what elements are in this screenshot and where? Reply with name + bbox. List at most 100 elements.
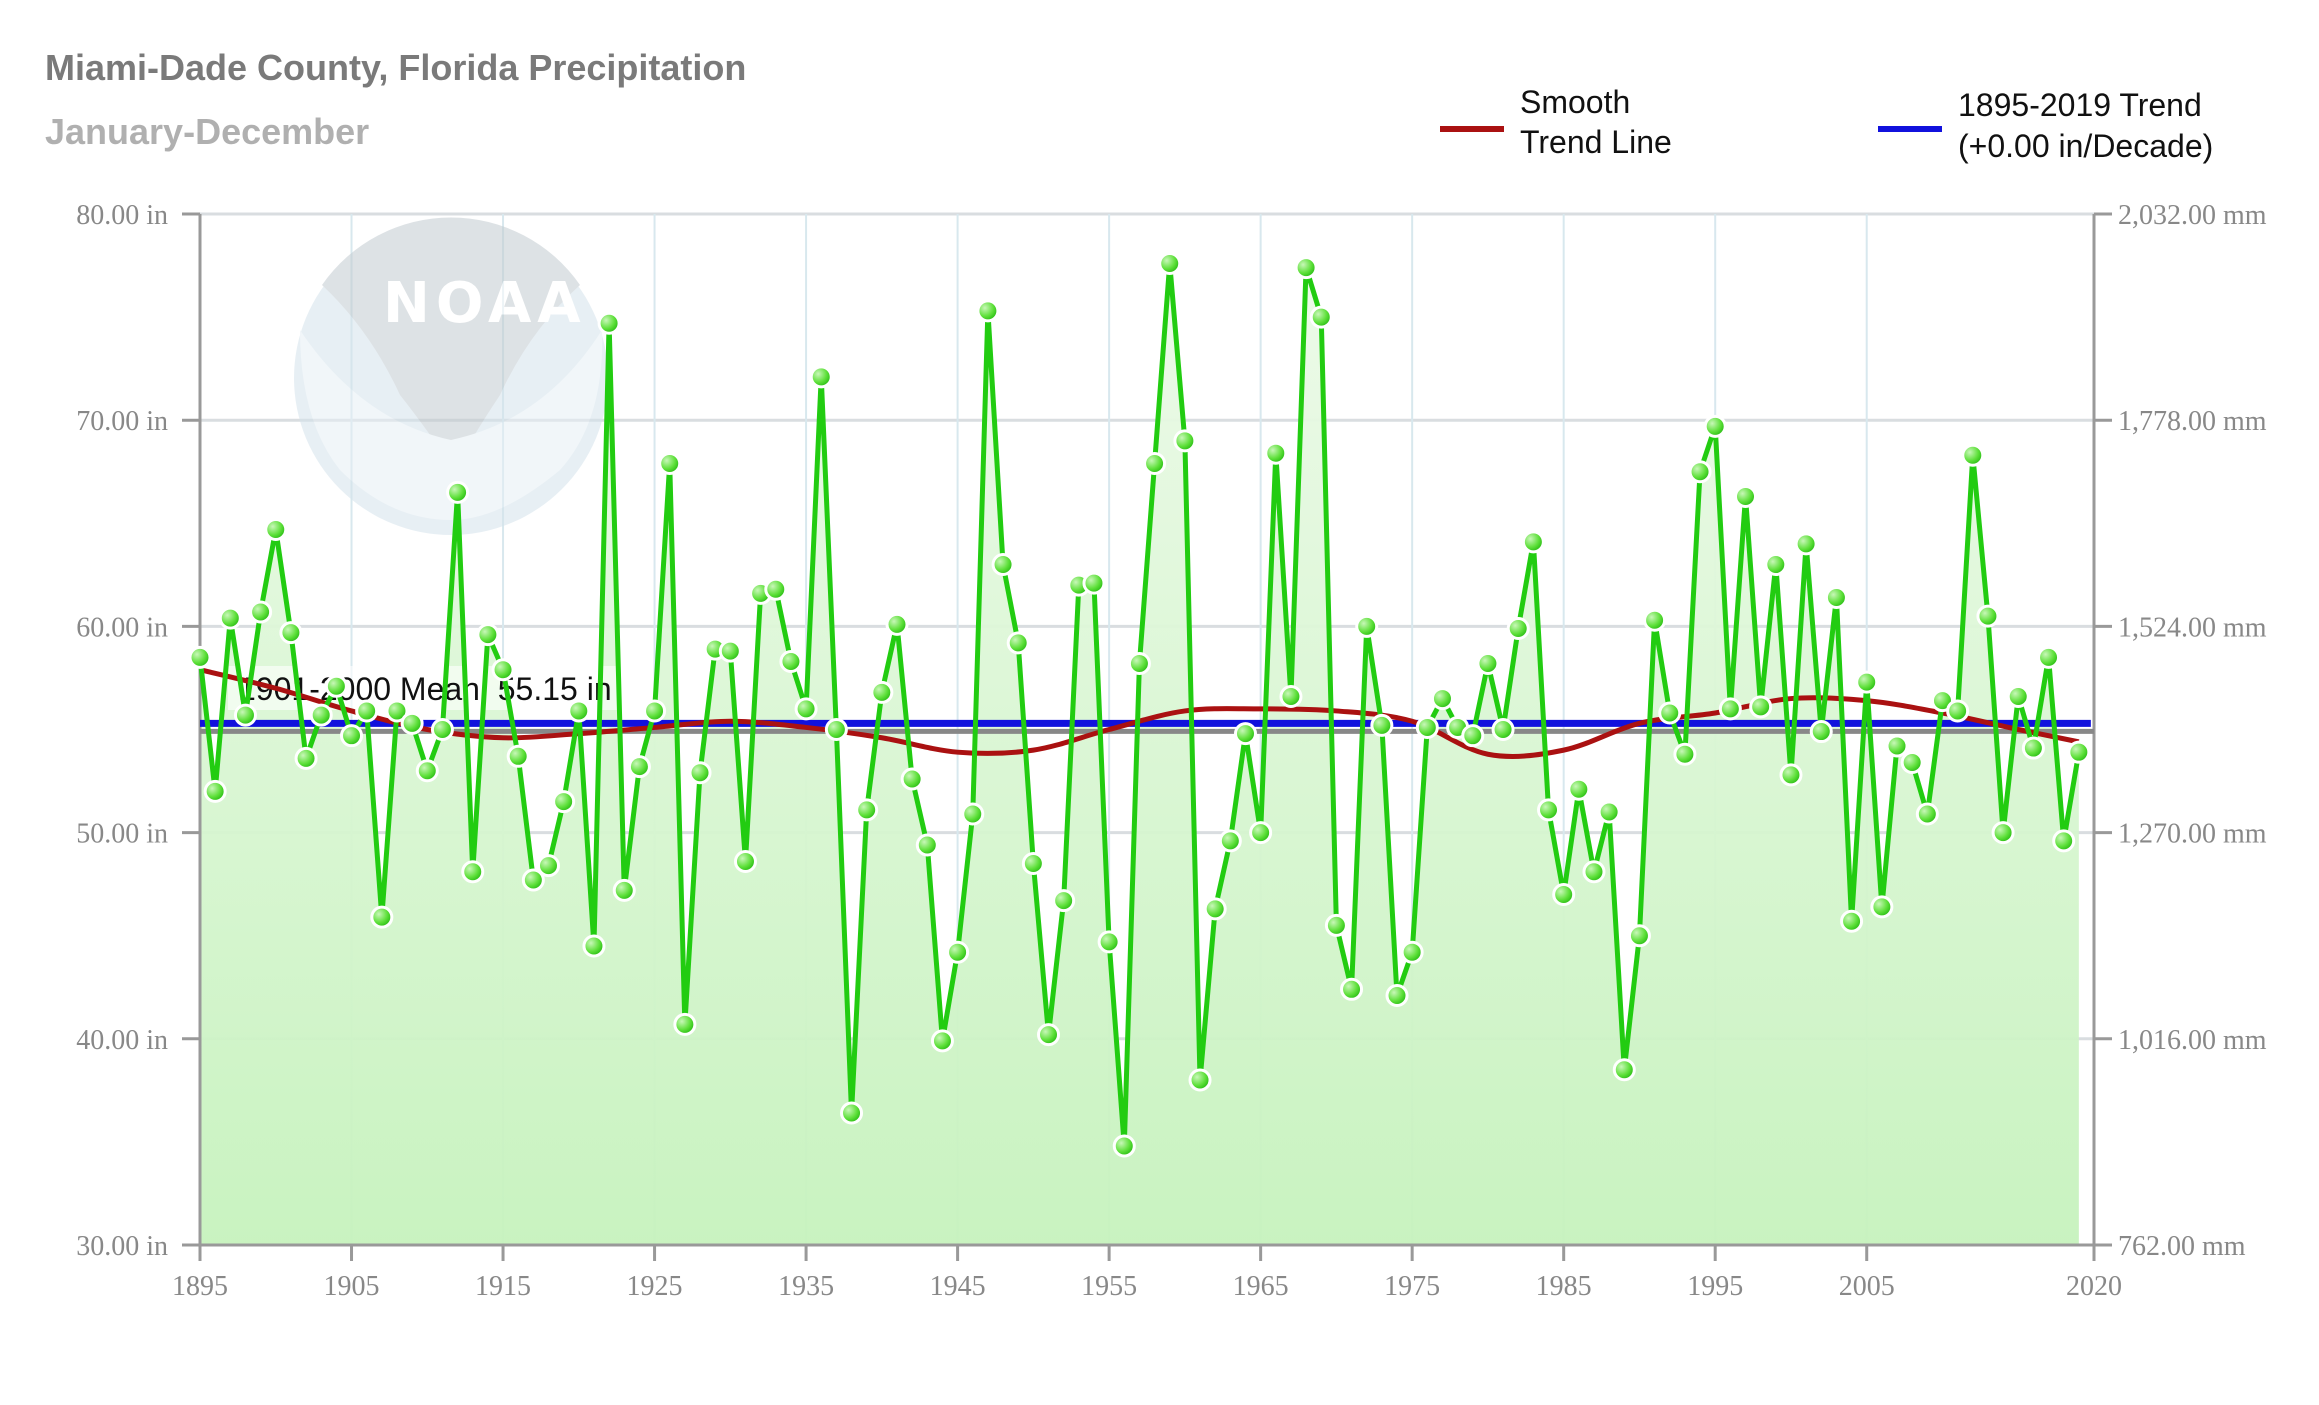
data-point[interactable]	[1582, 860, 1606, 884]
data-point[interactable]	[764, 577, 788, 601]
data-point[interactable]	[1279, 685, 1303, 709]
data-point[interactable]	[673, 1012, 697, 1036]
data-point[interactable]	[1703, 414, 1727, 438]
data-point[interactable]	[1370, 713, 1394, 737]
data-point[interactable]	[1415, 715, 1439, 739]
data-point[interactable]	[400, 711, 424, 735]
data-point[interactable]	[1309, 305, 1333, 329]
data-point[interactable]	[340, 724, 364, 748]
data-point[interactable]	[1991, 821, 2015, 845]
data-point[interactable]	[1961, 443, 1985, 467]
data-point[interactable]	[1870, 895, 1894, 919]
data-point[interactable]	[1900, 750, 1924, 774]
data-point[interactable]	[249, 600, 273, 624]
data-point[interactable]	[900, 767, 924, 791]
data-point[interactable]	[658, 452, 682, 476]
data-point[interactable]	[1188, 1068, 1212, 1092]
data-point[interactable]	[491, 658, 515, 682]
data-point[interactable]	[1249, 821, 1273, 845]
data-point[interactable]	[855, 798, 879, 822]
data-point[interactable]	[718, 639, 742, 663]
data-point[interactable]	[1233, 722, 1257, 746]
data-point[interactable]	[1855, 670, 1879, 694]
data-point[interactable]	[688, 761, 712, 785]
data-point[interactable]	[991, 553, 1015, 577]
data-point[interactable]	[1143, 452, 1167, 476]
data-point[interactable]	[643, 699, 667, 723]
data-point[interactable]	[324, 674, 348, 698]
data-point[interactable]	[1521, 530, 1545, 554]
data-point[interactable]	[612, 878, 636, 902]
data-point[interactable]	[1400, 940, 1424, 964]
data-point[interactable]	[2052, 829, 2076, 853]
data-point[interactable]	[536, 854, 560, 878]
data-point[interactable]	[1552, 882, 1576, 906]
data-point[interactable]	[1764, 553, 1788, 577]
data-point[interactable]	[733, 849, 757, 873]
data-point[interactable]	[1809, 720, 1833, 744]
data-point[interactable]	[1385, 983, 1409, 1007]
data-point[interactable]	[1037, 1023, 1061, 1047]
data-point[interactable]	[930, 1029, 954, 1053]
data-point[interactable]	[1976, 604, 2000, 628]
data-point[interactable]	[1824, 586, 1848, 610]
data-point[interactable]	[1203, 897, 1227, 921]
data-point[interactable]	[1324, 913, 1348, 937]
data-point[interactable]	[1476, 652, 1500, 676]
data-point[interactable]	[1597, 800, 1621, 824]
data-point[interactable]	[582, 934, 606, 958]
data-point[interactable]	[1627, 924, 1651, 948]
data-point[interactable]	[1340, 977, 1364, 1001]
data-point[interactable]	[1885, 734, 1909, 758]
data-point[interactable]	[779, 649, 803, 673]
data-point[interactable]	[1264, 441, 1288, 465]
data-point[interactable]	[1112, 1134, 1136, 1158]
data-point[interactable]	[264, 517, 288, 541]
data-point[interactable]	[370, 905, 394, 929]
data-point[interactable]	[809, 365, 833, 389]
data-point[interactable]	[1173, 429, 1197, 453]
data-point[interactable]	[1915, 802, 1939, 826]
data-point[interactable]	[1567, 777, 1591, 801]
data-point[interactable]	[1082, 571, 1106, 595]
data-point[interactable]	[2037, 645, 2061, 669]
data-point[interactable]	[1006, 631, 1030, 655]
data-point[interactable]	[188, 645, 212, 669]
data-point[interactable]	[1840, 909, 1864, 933]
data-point[interactable]	[597, 311, 621, 335]
data-point[interactable]	[2021, 736, 2045, 760]
data-point[interactable]	[1779, 763, 1803, 787]
data-point[interactable]	[794, 697, 818, 721]
data-point[interactable]	[279, 621, 303, 645]
data-point[interactable]	[506, 744, 530, 768]
data-point[interactable]	[1430, 687, 1454, 711]
data-point[interactable]	[294, 746, 318, 770]
data-point[interactable]	[840, 1101, 864, 1125]
data-point[interactable]	[885, 612, 909, 636]
data-point[interactable]	[1643, 608, 1667, 632]
data-point[interactable]	[1734, 484, 1758, 508]
data-point[interactable]	[415, 759, 439, 783]
data-point[interactable]	[1127, 652, 1151, 676]
data-point[interactable]	[521, 868, 545, 892]
data-point[interactable]	[870, 680, 894, 704]
data-point[interactable]	[385, 699, 409, 723]
data-point[interactable]	[1718, 697, 1742, 721]
data-point[interactable]	[1158, 251, 1182, 275]
data-point[interactable]	[476, 623, 500, 647]
data-point[interactable]	[2006, 685, 2030, 709]
data-point[interactable]	[1294, 256, 1318, 280]
data-point[interactable]	[627, 755, 651, 779]
data-point[interactable]	[430, 718, 454, 741]
data-point[interactable]	[824, 718, 848, 741]
data-point[interactable]	[309, 703, 333, 727]
data-point[interactable]	[1052, 889, 1076, 913]
data-point[interactable]	[1537, 798, 1561, 822]
data-point[interactable]	[218, 606, 242, 630]
data-point[interactable]	[1097, 930, 1121, 954]
data-point[interactable]	[2067, 740, 2091, 764]
data-point[interactable]	[233, 703, 257, 727]
data-point[interactable]	[1491, 718, 1515, 741]
data-point[interactable]	[1355, 614, 1379, 638]
data-point[interactable]	[203, 779, 227, 803]
